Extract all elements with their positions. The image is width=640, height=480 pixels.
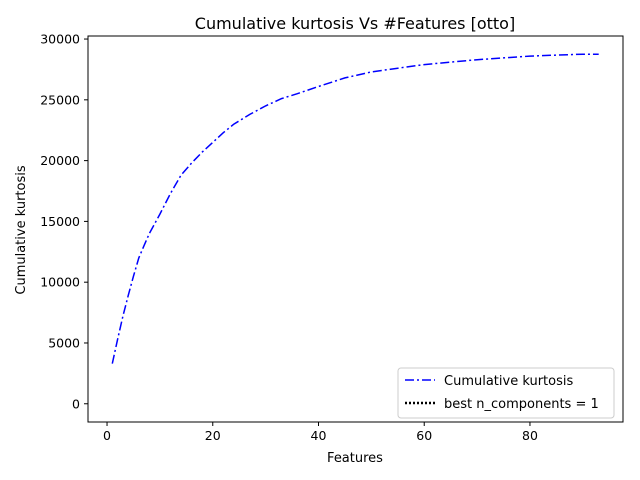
x-tick-label: 20 (205, 428, 221, 443)
legend-box (397, 367, 615, 419)
x-tick-label: 40 (311, 428, 327, 443)
y-axis-ticks: 0 5000 10000 15000 20000 25000 30000 (40, 32, 88, 411)
legend-label-cumulative-kurtosis: Cumulative kurtosis (444, 374, 573, 389)
y-axis-label: Cumulative kurtosis (14, 165, 29, 294)
plot-area (111, 53, 599, 364)
axes-frame (87, 35, 624, 423)
y-tick-label: 30000 (40, 32, 80, 47)
series-line-cumulative-kurtosis (111, 53, 599, 364)
y-tick-label: 20000 (40, 153, 80, 168)
x-axis-label: Features (327, 451, 383, 466)
x-tick-label: 60 (416, 428, 432, 443)
legend: Cumulative kurtosis best n_components = … (397, 367, 615, 419)
y-tick-label: 5000 (48, 335, 80, 350)
y-tick-label: 0 (72, 396, 80, 411)
legend-label-best-n-components: best n_components = 1 (444, 397, 599, 412)
y-tick-label: 10000 (40, 275, 80, 290)
x-tick-label: 0 (103, 428, 111, 443)
chart-title: Cumulative kurtosis Vs #Features [otto] (195, 14, 515, 33)
x-tick-label: 80 (522, 428, 538, 443)
x-axis-ticks: 0 20 40 60 80 (103, 422, 538, 443)
y-tick-label: 15000 (40, 214, 80, 229)
y-tick-label: 25000 (40, 92, 80, 107)
